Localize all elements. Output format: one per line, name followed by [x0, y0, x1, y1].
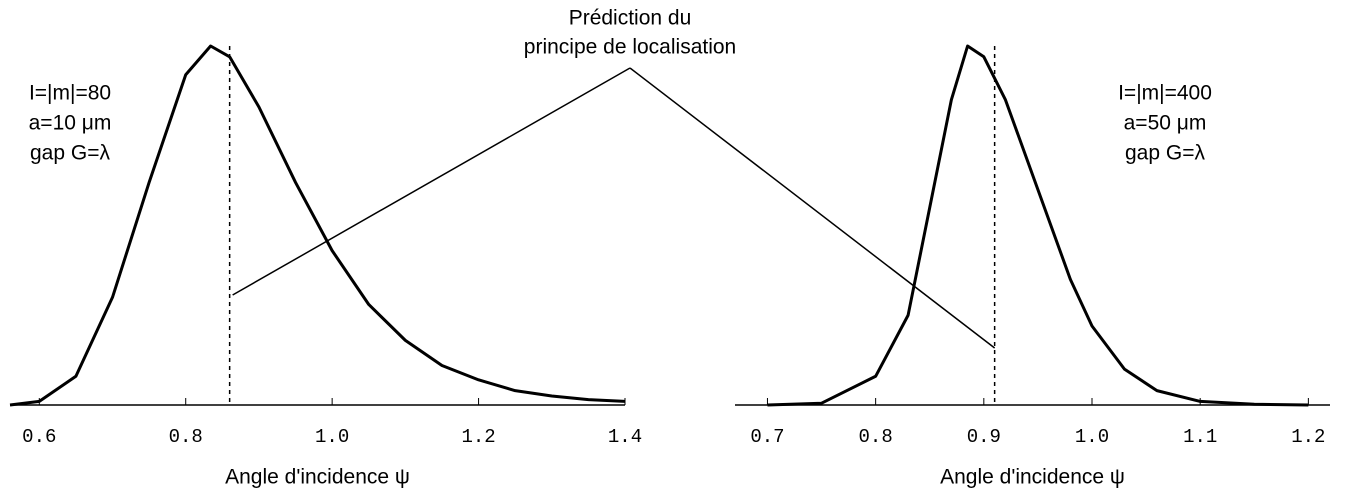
x-axis-label: Angle d'incidence ψ: [940, 466, 1125, 489]
annotation: gap G=λ: [30, 142, 110, 165]
x-tick-label: 1.0: [1075, 426, 1109, 448]
annotation: a=50 μm: [1124, 112, 1207, 135]
x-tick-label: 1.1: [1183, 426, 1217, 448]
annotation: Prédiction du: [569, 7, 692, 30]
curve: [9, 44, 626, 407]
pointer-line: [629, 67, 996, 349]
annotation: principe de localisation: [524, 36, 736, 59]
x-tick-label: 0.9: [967, 426, 1001, 448]
curve: [767, 44, 1309, 407]
annotation: gap G=λ: [1125, 142, 1205, 165]
x-tick-label: 0.7: [750, 426, 784, 448]
annotation: a=10 μm: [29, 112, 112, 135]
x-tick-label: 1.2: [461, 426, 495, 448]
annotation: I=|m|=400: [1118, 82, 1212, 105]
x-axis-label: Angle d'incidence ψ: [225, 466, 410, 489]
x-tick-label: 1.0: [315, 426, 349, 448]
pointer-line: [232, 67, 631, 296]
x-tick-label: 0.8: [859, 426, 893, 448]
x-tick-label: 0.6: [22, 426, 56, 448]
x-tick-label: 1.2: [1291, 426, 1325, 448]
x-tick-label: 1.4: [608, 426, 642, 448]
annotation: I=|m|=80: [29, 82, 111, 105]
x-tick-label: 0.8: [169, 426, 203, 448]
